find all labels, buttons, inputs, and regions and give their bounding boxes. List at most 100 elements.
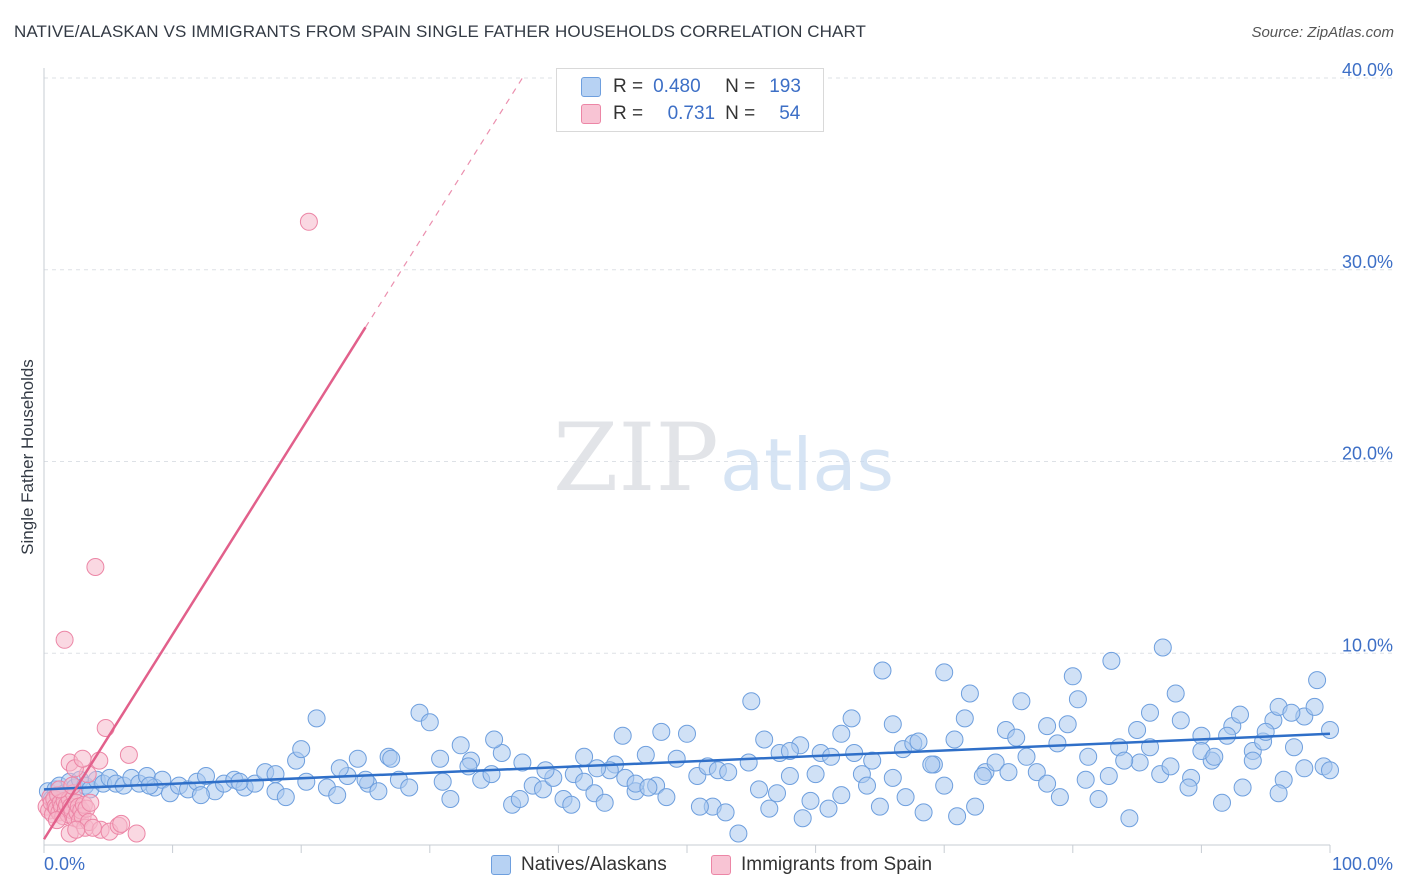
- legend-n-value-natives: 193: [769, 76, 801, 97]
- point-natives-166: [832, 724, 851, 743]
- point-natives-97: [945, 730, 964, 749]
- point-natives-179: [639, 778, 658, 797]
- point-natives-171: [330, 759, 349, 778]
- point-natives-183: [793, 809, 812, 828]
- point-natives-115: [1130, 753, 1149, 772]
- point-natives-138: [613, 726, 632, 745]
- point-natives-78: [750, 780, 768, 799]
- point-natives-53: [492, 744, 511, 762]
- point-spain-40: [96, 719, 115, 737]
- point-natives-165: [780, 742, 799, 760]
- y-tick-label-2: 30.0%: [1342, 252, 1393, 272]
- point-natives-87: [842, 709, 861, 728]
- point-natives-150: [1166, 684, 1185, 703]
- tick-labels: 10.0% 20.0% 30.0% 40.0% 0.0% 100.0%: [44, 60, 1393, 874]
- point-natives-57: [534, 780, 552, 799]
- point-spain-41: [119, 745, 138, 764]
- point-spain-33: [55, 630, 74, 649]
- trend-line-natives: [43, 732, 1331, 791]
- point-natives-116: [1141, 703, 1159, 722]
- legend-row-natives: R = 0.480 N = 193: [581, 74, 801, 100]
- point-natives-192: [1076, 770, 1095, 789]
- point-natives-173: [433, 772, 452, 791]
- point-natives-110: [1079, 747, 1098, 766]
- correlation-legend: R = 0.480 N = 193 R = 0.731 N = 54: [556, 68, 824, 132]
- point-natives-123: [1213, 793, 1231, 812]
- y-tick-label-3: 40.0%: [1342, 60, 1393, 80]
- legend-r-value-spain: 0.731: [667, 103, 716, 124]
- point-spain-46: [127, 824, 146, 843]
- legend-n-value-spain: 54: [779, 103, 801, 124]
- point-natives-137: [485, 730, 504, 749]
- point-natives-175: [510, 790, 529, 808]
- point-natives-196: [1205, 747, 1224, 766]
- legend-n-label: N =: [725, 76, 756, 97]
- legend-r-label: R =: [613, 76, 644, 97]
- point-natives-195: [1179, 778, 1198, 797]
- point-natives-105: [1027, 763, 1046, 782]
- point-natives-193: [1115, 751, 1134, 770]
- series-name-natives: Natives/Alaskans: [521, 854, 667, 875]
- watermark: ZIP atlas: [553, 404, 894, 513]
- series-natives: [38, 638, 1339, 843]
- point-natives-52: [482, 765, 501, 784]
- point-natives-81: [780, 767, 799, 785]
- point-natives-180: [690, 797, 709, 816]
- series-spain: [37, 212, 318, 843]
- point-natives-118: [1161, 757, 1180, 776]
- point-natives-70: [667, 749, 686, 768]
- point-natives-149: [1153, 638, 1172, 657]
- y-tick-label-0: 10.0%: [1342, 635, 1393, 655]
- point-natives-135: [292, 740, 311, 759]
- point-natives-101: [986, 753, 1005, 772]
- point-natives-75: [719, 763, 738, 782]
- point-natives-114: [1120, 809, 1139, 828]
- point-natives-191: [1050, 788, 1069, 807]
- chart-title: NATIVE/ALASKAN VS IMMIGRANTS FROM SPAIN …: [14, 22, 867, 41]
- point-natives-67: [636, 745, 655, 764]
- grid-lines: [44, 77, 1392, 654]
- point-natives-35: [307, 709, 326, 728]
- legend-r-label: R =: [613, 103, 644, 124]
- legend-r-value-natives: 0.480: [653, 76, 701, 97]
- point-natives-119: [1171, 711, 1190, 730]
- y-tick-label-1: 20.0%: [1342, 444, 1393, 464]
- point-natives-144: [999, 763, 1018, 782]
- legend-swatch-pink: [581, 104, 601, 124]
- point-natives-63: [595, 793, 614, 812]
- point-natives-106: [1038, 774, 1057, 793]
- point-natives-49: [451, 736, 470, 755]
- point-natives-139: [742, 692, 761, 711]
- series-name-spain: Immigrants from Spain: [741, 854, 933, 875]
- point-natives-83: [801, 791, 820, 810]
- legend-swatch-blue: [581, 77, 601, 97]
- point-natives-201: [191, 786, 210, 805]
- point-natives-181: [716, 803, 735, 822]
- point-natives-198: [1269, 784, 1288, 803]
- watermark-atlas: atlas: [720, 423, 894, 507]
- point-natives-134: [1321, 721, 1339, 739]
- series-layer: [37, 77, 1339, 843]
- point-natives-148: [1128, 721, 1147, 739]
- point-natives-94: [914, 803, 933, 822]
- point-natives-169: [909, 732, 928, 751]
- point-natives-121: [1192, 726, 1211, 745]
- point-natives-142: [935, 663, 954, 682]
- point-natives-130: [1285, 738, 1303, 757]
- point-natives-98: [955, 709, 974, 728]
- point-natives-187: [922, 755, 941, 774]
- point-natives-190: [1012, 692, 1031, 711]
- watermark-zip: ZIP: [553, 404, 719, 513]
- point-natives-167: [858, 776, 876, 795]
- series-legend-natives: Natives/Alaskans: [491, 852, 667, 878]
- point-spain-38: [81, 793, 100, 812]
- point-natives-96: [935, 776, 954, 795]
- point-natives-107: [1048, 734, 1067, 753]
- point-natives-176: [536, 761, 555, 780]
- point-natives-86: [832, 786, 851, 805]
- series-swatch-blue: [491, 855, 511, 875]
- point-natives-168: [883, 715, 902, 734]
- source-label: Source: ZipAtlas.com: [1251, 24, 1394, 41]
- point-natives-111: [1089, 790, 1108, 808]
- point-natives-178: [588, 759, 606, 778]
